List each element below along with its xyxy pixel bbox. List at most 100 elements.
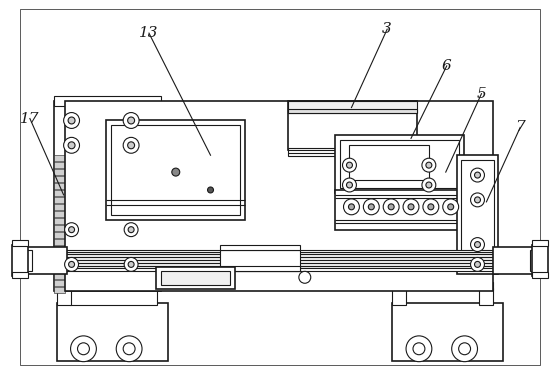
Circle shape — [69, 227, 75, 233]
Circle shape — [383, 199, 399, 215]
Circle shape — [124, 223, 138, 237]
Bar — [156, 267, 235, 289]
Bar — [20, 250, 32, 271]
Bar — [54, 162, 65, 168]
Bar — [54, 211, 65, 217]
Circle shape — [368, 204, 374, 210]
Bar — [479, 282, 493, 290]
Bar — [392, 303, 503, 361]
Circle shape — [470, 237, 484, 252]
Circle shape — [422, 178, 436, 192]
Bar — [288, 101, 417, 150]
Circle shape — [78, 343, 89, 355]
Circle shape — [470, 193, 484, 207]
Bar — [54, 253, 65, 259]
Circle shape — [116, 336, 142, 362]
Text: 3: 3 — [382, 22, 392, 36]
Circle shape — [208, 187, 214, 193]
Circle shape — [128, 142, 134, 149]
Bar — [288, 109, 417, 112]
Circle shape — [426, 162, 432, 168]
Bar — [54, 169, 65, 175]
Bar — [65, 101, 493, 291]
Circle shape — [64, 137, 79, 153]
Circle shape — [68, 142, 75, 149]
Circle shape — [406, 336, 432, 362]
Circle shape — [470, 168, 484, 182]
Circle shape — [65, 257, 79, 271]
Bar — [54, 183, 65, 189]
Bar — [220, 250, 300, 271]
Circle shape — [363, 199, 379, 215]
Bar — [54, 204, 65, 210]
Bar — [27, 247, 66, 274]
Circle shape — [65, 223, 79, 237]
Circle shape — [123, 112, 139, 128]
Bar — [335, 190, 464, 230]
Circle shape — [68, 117, 75, 124]
Bar — [54, 190, 65, 196]
Bar — [54, 155, 65, 161]
Circle shape — [474, 242, 480, 247]
Bar — [12, 244, 28, 276]
Bar — [65, 250, 493, 271]
Circle shape — [442, 199, 459, 215]
Bar — [392, 288, 406, 305]
Circle shape — [388, 204, 394, 210]
Bar — [57, 282, 70, 290]
Bar — [54, 96, 161, 106]
Circle shape — [349, 204, 354, 210]
Circle shape — [343, 158, 357, 172]
Bar — [220, 266, 300, 271]
Bar — [532, 272, 548, 278]
Bar — [54, 239, 65, 244]
Text: 5: 5 — [477, 87, 487, 101]
Circle shape — [470, 257, 484, 271]
Circle shape — [413, 343, 425, 355]
Bar — [54, 273, 65, 279]
Circle shape — [299, 271, 311, 283]
Bar — [54, 197, 65, 203]
Circle shape — [128, 262, 134, 267]
Bar — [111, 125, 240, 215]
Circle shape — [448, 204, 454, 210]
Bar — [12, 240, 28, 246]
Bar — [54, 266, 65, 272]
Bar — [161, 271, 230, 285]
Circle shape — [428, 204, 434, 210]
Bar — [456, 155, 498, 274]
Bar — [532, 240, 548, 246]
Circle shape — [64, 112, 79, 128]
Circle shape — [347, 182, 353, 188]
Bar — [220, 244, 300, 250]
Text: 7: 7 — [515, 121, 525, 134]
Circle shape — [474, 172, 480, 178]
Bar — [349, 145, 429, 180]
Bar — [70, 288, 157, 305]
Circle shape — [128, 227, 134, 233]
Bar — [12, 272, 28, 278]
Bar — [54, 101, 161, 291]
Bar — [479, 288, 493, 305]
Bar — [493, 247, 533, 274]
Bar — [288, 148, 417, 156]
Circle shape — [343, 178, 357, 192]
Bar — [54, 176, 65, 182]
Bar — [340, 140, 459, 188]
Circle shape — [347, 162, 353, 168]
Circle shape — [123, 343, 135, 355]
Bar — [57, 288, 70, 305]
Circle shape — [422, 158, 436, 172]
Circle shape — [123, 137, 139, 153]
Text: 17: 17 — [20, 112, 40, 125]
Bar — [288, 101, 417, 112]
Circle shape — [451, 336, 478, 362]
Circle shape — [423, 199, 439, 215]
Circle shape — [474, 262, 480, 267]
Circle shape — [426, 182, 432, 188]
Circle shape — [172, 168, 180, 176]
Bar — [57, 303, 168, 361]
Circle shape — [124, 257, 138, 271]
Bar — [54, 232, 65, 237]
Circle shape — [69, 262, 75, 267]
